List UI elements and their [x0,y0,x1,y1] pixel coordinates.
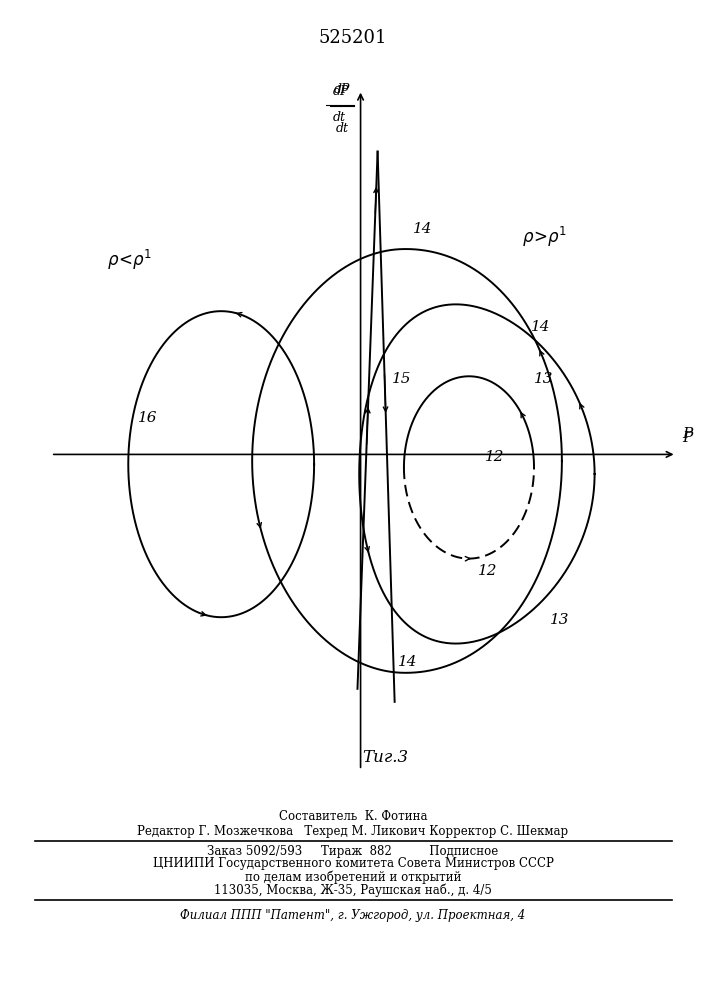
Text: по делам изобретений и открытий: по делам изобретений и открытий [245,870,461,884]
Text: 13: 13 [549,613,569,627]
Text: Филиал ППП "Патент", г. Ужгород, ул. Проектная, 4: Филиал ППП "Патент", г. Ужгород, ул. Про… [180,908,525,922]
Text: 12: 12 [484,450,504,464]
Text: dt: dt [336,122,349,135]
Text: Составитель  К. Фотина: Составитель К. Фотина [279,810,427,824]
Text: 14: 14 [398,655,417,669]
Text: 15: 15 [392,372,411,386]
Text: 13: 13 [534,372,554,386]
Text: 525201: 525201 [319,29,387,47]
Text: $\rho\!>\!\rho^1$: $\rho\!>\!\rho^1$ [522,225,567,249]
Text: 14: 14 [413,222,433,236]
Text: $\rho\!<\!\rho^1$: $\rho\!<\!\rho^1$ [107,247,152,272]
Text: Редактор Г. Мозжечкова   Техред М. Ликович Корректор С. Шекмар: Редактор Г. Мозжечкова Техред М. Ликович… [137,826,568,838]
Text: P: P [683,431,693,445]
Text: 16: 16 [138,411,157,425]
Text: 12: 12 [478,564,498,578]
Text: dP: dP [334,83,350,96]
Text: 14: 14 [531,320,551,334]
Text: 113035, Москва, Ж-35, Раушская наб., д. 4/5: 113035, Москва, Ж-35, Раушская наб., д. … [214,883,492,897]
Text: P: P [683,427,693,441]
Text: Заказ 5092/593     Тираж  882          Подписное: Заказ 5092/593 Тираж 882 Подписное [207,844,498,857]
Text: ЦНИИПИ Государственного комитета Совета Министров СССР: ЦНИИПИ Государственного комитета Совета … [153,857,554,870]
Text: Τиг.3: Τиг.3 [362,749,409,766]
Text: dP: dP [333,85,349,98]
Text: dt: dt [333,111,346,124]
